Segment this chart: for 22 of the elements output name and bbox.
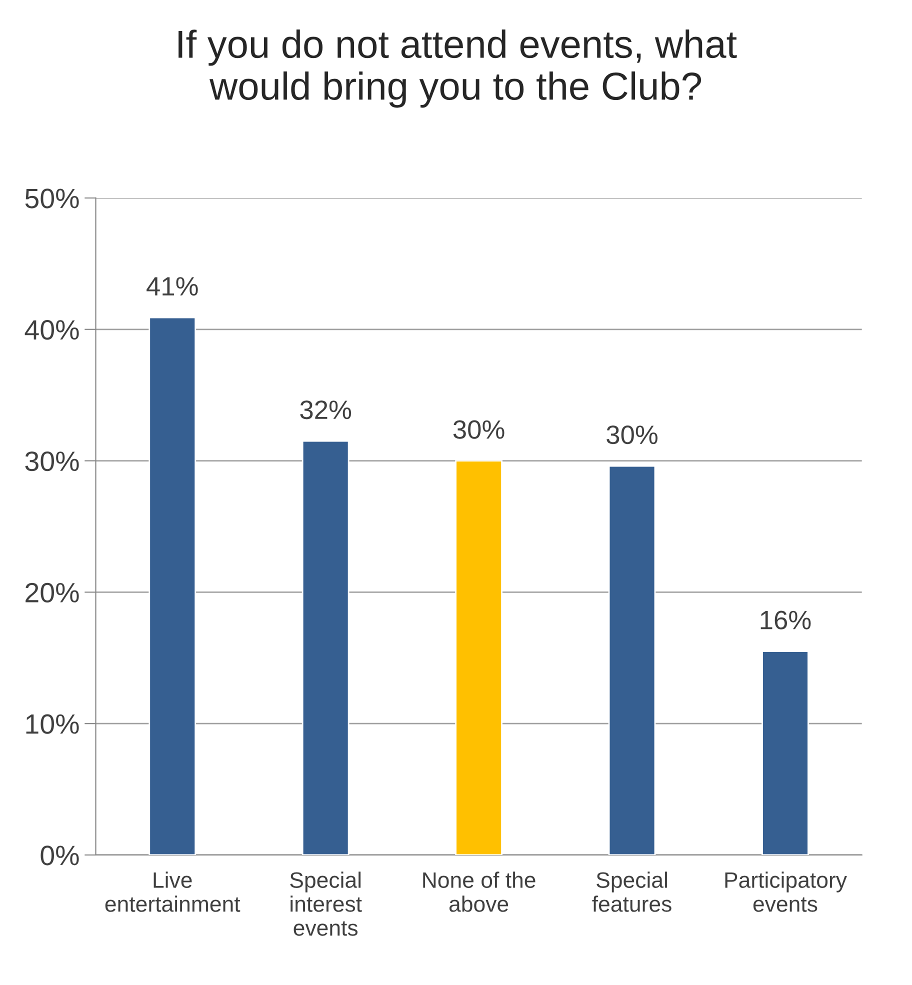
data-label: 30% [453, 420, 504, 439]
chart-title: If you do not attend events, what would bring you to the Club? [178, 30, 737, 108]
x-tick-label: Participatory events [725, 872, 847, 912]
x-tick-label: None of the above [423, 872, 536, 912]
x-tick-label: Special interest events [290, 872, 362, 936]
y-tick-label: 0% [40, 846, 79, 866]
y-tick-label: 20% [26, 582, 79, 603]
data-label: 32% [300, 400, 352, 420]
y-tick-label: 10% [26, 714, 79, 734]
bar [762, 650, 809, 855]
y-tick-label: 30% [25, 451, 79, 472]
bar [608, 465, 656, 855]
y-tick-label: 50% [25, 188, 79, 208]
bar [455, 460, 502, 855]
x-tick-label: Special features [592, 872, 672, 912]
y-tick-label: 40% [24, 320, 79, 340]
x-tick-label: Live entertainment [105, 872, 240, 912]
data-label: 41% [146, 277, 198, 296]
bar [148, 316, 196, 855]
bar [302, 440, 350, 855]
data-label: 16% [760, 610, 811, 630]
data-label: 30% [606, 425, 658, 444]
